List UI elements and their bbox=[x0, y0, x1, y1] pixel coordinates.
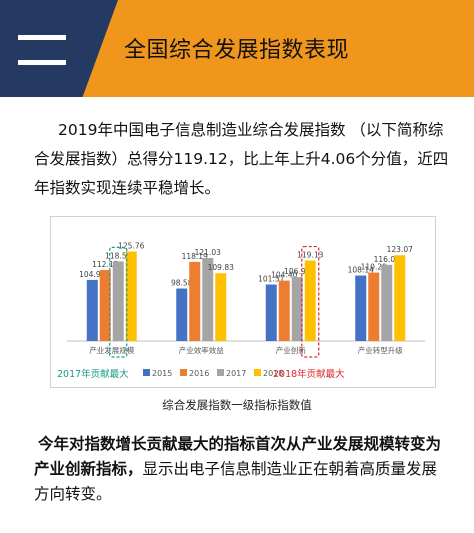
legend-swatch-2015 bbox=[143, 369, 150, 376]
bar-2015-1 bbox=[176, 288, 188, 341]
x-tick-label: 产业发展规模 bbox=[89, 345, 134, 355]
data-label: 104.93 bbox=[79, 270, 105, 279]
data-label: 118.53 bbox=[105, 251, 131, 260]
legend-swatch-2018 bbox=[254, 369, 261, 376]
intro-paragraph: 2019年中国电子信息制造业综合发展指数 （以下简称综合发展指数）总得分119.… bbox=[34, 121, 449, 197]
bar-2016-1 bbox=[189, 261, 201, 341]
bar-2017-3 bbox=[381, 264, 393, 341]
bar-2017-2 bbox=[291, 277, 303, 341]
conclusion-text: 显示出电子信息制造业正在朝着高质量发展方向转变。 bbox=[34, 460, 438, 503]
annotation-label: 2018年贡献最大 bbox=[273, 368, 345, 380]
bar-2018-3 bbox=[394, 255, 406, 341]
x-tick-label: 产业创新 bbox=[276, 345, 306, 355]
highlight-box bbox=[301, 245, 320, 358]
legend-label: 2016 bbox=[189, 369, 209, 378]
legend-label: 2018 bbox=[263, 369, 283, 378]
data-label: 108.14 bbox=[348, 266, 374, 275]
conclusion-bold-text: 今年对指数增长贡献最大的指标首次从产业发展规模转变为产业创新指标， bbox=[34, 435, 442, 478]
bar-2017-0 bbox=[112, 261, 124, 341]
bar-2018-0 bbox=[125, 251, 137, 341]
numeral-two-icon bbox=[18, 33, 66, 67]
legend-label: 2017 bbox=[226, 369, 246, 378]
data-label: 109.83 bbox=[208, 263, 234, 272]
highlight-box bbox=[109, 246, 128, 358]
chart-caption: 综合发展指数一级指标指数值 bbox=[162, 398, 312, 412]
data-label: 121.03 bbox=[195, 248, 221, 257]
section-header: 全国综合发展指数表现 bbox=[0, 0, 474, 97]
bar-2016-0 bbox=[99, 270, 111, 341]
data-label: 110.29 bbox=[361, 263, 387, 272]
data-label: 118.19 bbox=[182, 252, 208, 261]
bar-chart: 104.93 112.15 118.53 125.76 产业发展规模 98.58 118.1… bbox=[50, 216, 436, 388]
bar-2015-0 bbox=[86, 279, 98, 341]
data-label: 123.07 bbox=[387, 245, 413, 254]
section-number-badge bbox=[0, 0, 118, 97]
legend-swatch-2017 bbox=[217, 369, 224, 376]
data-label: 119.13 bbox=[297, 251, 323, 260]
data-label: 112.15 bbox=[92, 260, 118, 269]
bar-2015-2 bbox=[265, 284, 277, 341]
data-label: 125.76 bbox=[118, 242, 144, 251]
legend-label: 2015 bbox=[152, 369, 172, 378]
legend-swatch-2016 bbox=[180, 369, 187, 376]
conclusion-paragraph: 今年对指数增长贡献最大的指标首次从产业发展规模转变为产业创新指标，显示出电子信息… bbox=[34, 432, 452, 507]
bar-2018-1 bbox=[215, 273, 227, 341]
data-label: 116.02 bbox=[374, 255, 400, 264]
data-label: 104.40 bbox=[271, 271, 297, 280]
bar-2016-3 bbox=[368, 272, 380, 341]
annotation-label: 2017年贡献最大 bbox=[57, 368, 129, 380]
data-label: 106.98 bbox=[284, 267, 310, 276]
data-label: 98.58 bbox=[171, 279, 193, 288]
bar-2017-1 bbox=[202, 257, 214, 341]
bar-2016-2 bbox=[278, 280, 290, 341]
x-tick-label: 产业转型升级 bbox=[358, 345, 403, 355]
x-tick-label: 产业效率效益 bbox=[179, 345, 224, 355]
section-title: 全国综合发展指数表现 bbox=[124, 38, 350, 63]
bar-2015-3 bbox=[355, 275, 367, 341]
bar-2018-2 bbox=[304, 260, 316, 341]
data-label: 101.51 bbox=[258, 275, 284, 284]
